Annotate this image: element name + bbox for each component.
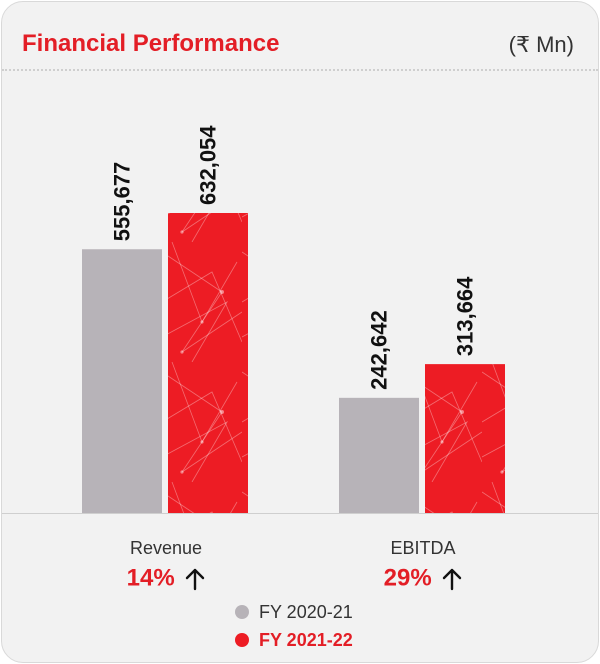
arrow-up-icon [186, 568, 205, 590]
legend-item-fy2021-22: FY 2021-22 [235, 626, 353, 654]
data-label-ebitda-fy-2020-21: 242,642 [367, 310, 392, 390]
chart-baseline [2, 513, 598, 514]
data-label-revenue-fy-2020-21: 555,677 [110, 162, 135, 242]
chart-title: Financial Performance [22, 30, 280, 57]
bar-ebitda-fy-2020-21 [339, 397, 419, 513]
category-label-ebitda: EBITDA [390, 538, 456, 558]
growth-ebitda: 29% [323, 564, 523, 593]
bar-chart: 555,677 632,054 242,642 313,664 [82, 125, 505, 513]
legend-label-fy2021-22: FY 2021-22 [259, 629, 353, 650]
data-label-revenue-fy-2021-22: 632,054 [196, 125, 221, 205]
category-label-revenue: Revenue [129, 538, 203, 558]
data-label-ebitda-fy-2021-22: 313,664 [453, 276, 478, 356]
bar-revenue-fy-2020-21 [82, 249, 162, 513]
growth-value-revenue: 14% [126, 564, 175, 592]
legend-item-fy2020-21: FY 2020-21 [235, 598, 353, 626]
unit-label: (₹ Mn) [508, 32, 574, 57]
bar-texture-ebitda [425, 364, 505, 513]
growth-value-ebitda: 29% [383, 564, 432, 592]
legend-dot-fy2021-22 [235, 633, 249, 647]
legend-label-fy2020-21: FY 2020-21 [259, 601, 353, 622]
growth-revenue: 14% [66, 564, 266, 593]
header-divider [2, 69, 598, 71]
legend-dot-fy2020-21 [235, 605, 249, 619]
arrow-up-icon [443, 568, 462, 590]
bar-texture-revenue [168, 213, 248, 513]
chart-legend: FY 2020-21 FY 2021-22 [235, 598, 353, 654]
